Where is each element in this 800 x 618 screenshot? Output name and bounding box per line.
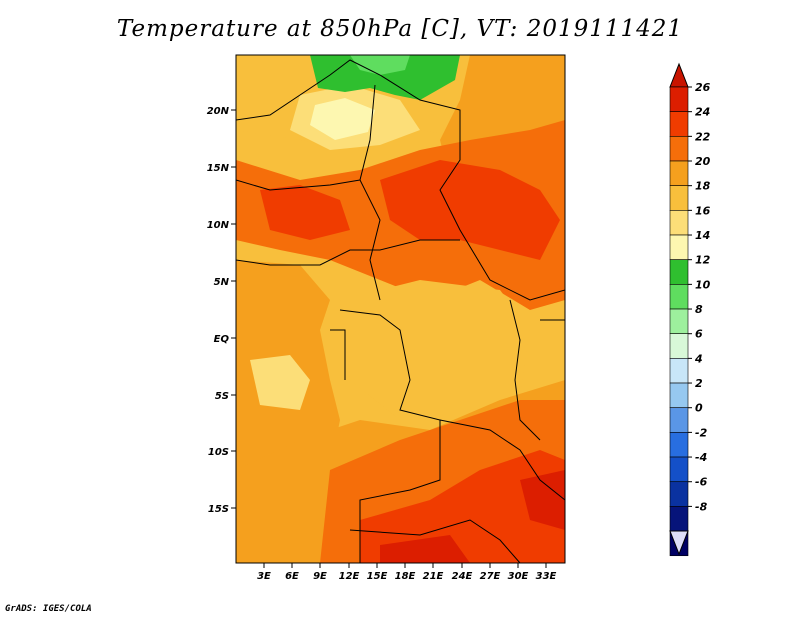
field-north-12 [310,55,460,100]
border-line-1 [236,59,565,301]
colorbar-segment [669,506,689,532]
border-line-5 [339,309,441,563]
border-line-8 [349,519,521,563]
colorbar-segment [669,86,689,112]
border-line-4 [236,239,460,266]
lon-ticks: 3E 6E 9E 12E 15E 18E 21E 24E 27E 30E 33E [257,563,557,582]
colorbar-label: 26 [695,81,711,94]
field-basin-18 [340,280,530,430]
lat-tick-label: 15N [207,163,230,174]
colorbar-segment [669,308,689,334]
colorbar-label: 22 [695,130,711,143]
lat-tick-label: 15S [208,504,229,515]
colorbar-segment [669,333,689,359]
field-north-14 [310,98,375,140]
field-west-24 [260,185,350,240]
map-frame [235,54,566,564]
colorbar-segment [669,136,689,162]
map-title: Temperature at 850hPa [C], VT: 201911142… [116,16,684,42]
lon-tick-label: 18E [395,571,416,582]
colorbar-label: -8 [695,500,708,513]
lon-tick-label: 24E [452,571,473,582]
lat-tick-label: 5S [215,391,229,402]
colorbar-label: 10 [695,278,711,291]
colorbar-segment [669,185,689,211]
field-atlantic-16 [250,355,310,410]
colorbar-label: 16 [695,204,711,217]
border-line-9 [509,299,541,441]
country-borders [236,59,565,563]
colorbar-label: -2 [695,426,708,439]
colorbar-label: 20 [695,155,711,168]
border-line-6 [330,329,346,380]
lat-tick-label: 10S [208,447,229,458]
lat-tick-label: 20N [207,106,230,117]
lon-tick-label: 27E [480,571,501,582]
lon-tick-label: 3E [257,571,271,582]
lon-tick-label: 33E [536,571,557,582]
colorbar-segment [669,481,689,507]
colorbar-segment [669,407,689,433]
colorbar-segments [669,86,689,557]
colorbar-segment [669,160,689,186]
field-north-10 [350,55,410,75]
lon-tick-label: 6E [285,571,299,582]
lat-tick-label: 5N [214,277,230,288]
lat-ticks: 20N 15N 10N 5N EQ 5S 10S 15S [207,106,236,515]
colorbar-label: 4 [694,352,703,365]
colorbar-max-triangle [669,62,689,88]
border-line-2 [359,84,381,301]
temperature-field [236,55,565,563]
colorbar-segment [669,358,689,384]
colorbar-label: -4 [695,451,707,464]
colorbar-segment [669,259,689,285]
colorbar-label: 12 [695,254,711,267]
colorbar-label: 24 [695,106,710,119]
colorbar-segment [669,382,689,409]
colorbar-segment [669,284,689,310]
colorbar-label: 18 [695,180,711,193]
lon-tick-label: 15E [367,571,388,582]
colorbar-label: 14 [695,229,710,242]
border-line-7 [439,419,565,501]
grads-credit: GrADS: IGES/COLA [5,604,92,614]
colorbar-label: 2 [695,377,703,390]
lon-tick-label: 9E [313,571,327,582]
field-central-24 [380,160,560,260]
lat-tick-label: EQ [214,334,230,345]
colorbar-label: 8 [695,303,703,316]
colorbar-segment [669,111,689,137]
colorbar-segment [669,234,689,260]
lon-tick-label: 12E [339,571,360,582]
lat-tick-label: 10N [207,220,230,231]
lon-tick-label: 21E [423,571,444,582]
colorbar-min-triangle [669,530,689,556]
field-se-26 [520,470,565,530]
colorbar-label: -6 [695,476,708,489]
lon-tick-label: 30E [508,571,529,582]
colorbar-label: 6 [695,328,703,341]
colorbar-label: 0 [695,402,703,415]
border-line-3 [236,179,361,191]
colorbar-segment [669,210,689,236]
field-south-26 [380,535,470,563]
colorbar-segment [669,432,689,458]
colorbar-segment [669,456,689,483]
